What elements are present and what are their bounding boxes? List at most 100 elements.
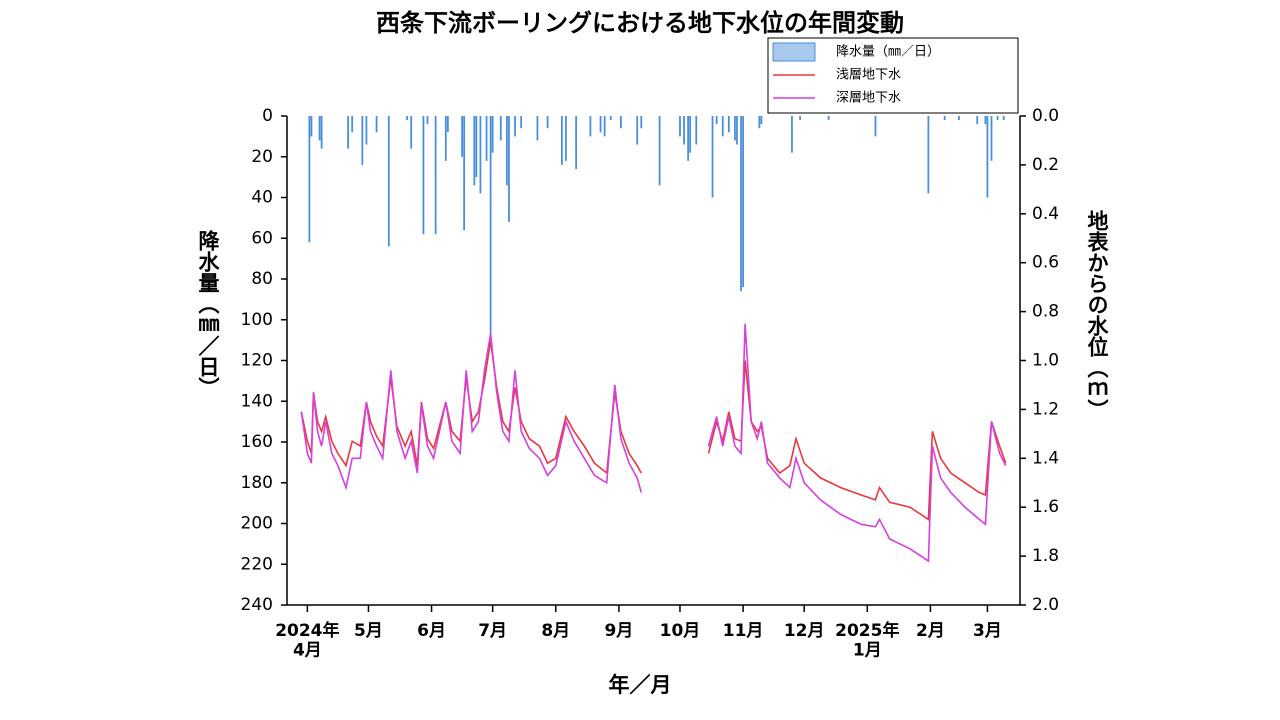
precip-bar	[365, 116, 368, 145]
precip-bar	[536, 116, 539, 141]
precip-bar	[986, 116, 989, 198]
precip-bar	[996, 116, 999, 121]
precip-bar	[1002, 116, 1005, 121]
precip-bar	[320, 116, 323, 149]
precip-bar	[499, 116, 502, 141]
y-tick-label: 80	[251, 269, 273, 289]
y-tick-label: 240	[241, 595, 273, 615]
precip-bar	[984, 116, 987, 125]
precip-bar	[434, 116, 437, 235]
x-tick-label: 12月	[784, 621, 825, 641]
x-axis-label: 年／月	[609, 673, 672, 697]
water-level-line	[300, 323, 1007, 563]
precip-bar	[514, 116, 516, 137]
precip-bar	[927, 116, 930, 194]
precip-bar	[736, 116, 738, 145]
x-tick-label: 10月	[660, 621, 701, 641]
y-tick-label: 180	[241, 473, 273, 493]
y2-tick-label: 1.2	[1032, 399, 1059, 419]
legend-swatch	[772, 42, 816, 62]
precip-bar	[426, 116, 429, 125]
y-tick-label: 60	[251, 228, 273, 248]
precip-bar	[546, 116, 549, 129]
precip-bar	[742, 116, 744, 288]
precip-bar	[387, 116, 390, 247]
precip-bar	[461, 116, 464, 157]
precip-bar	[463, 116, 466, 231]
x-tick-label: 6月	[417, 621, 446, 641]
y2-tick-label: 0.0	[1032, 106, 1059, 126]
precip-bar	[475, 116, 478, 178]
precip-bar	[575, 116, 578, 169]
precip-bar	[760, 116, 763, 125]
precip-bar	[874, 116, 877, 137]
precip-bar	[609, 116, 612, 121]
y2-tick-label: 0.4	[1032, 204, 1059, 224]
precip-bar	[758, 116, 761, 129]
precip-bar	[599, 116, 602, 133]
precip-bar	[603, 116, 606, 137]
precip-bar	[444, 116, 447, 161]
precip-bar	[640, 116, 643, 129]
precip-bar	[410, 116, 413, 149]
precip-bar	[943, 116, 946, 121]
precip-bar	[687, 116, 690, 161]
water-level-line	[300, 340, 1007, 521]
precip-bar	[689, 116, 692, 153]
precip-bar	[406, 116, 409, 121]
x-tick-label: 7月	[478, 621, 507, 641]
precip-bar	[695, 116, 698, 145]
x-tick-label: 2024年 4月	[275, 620, 339, 661]
y2-tick-label: 0.8	[1032, 302, 1059, 322]
precip-bar	[489, 116, 492, 337]
y-tick-label: 40	[251, 188, 273, 208]
precip-bar	[636, 116, 639, 145]
y2-tick-label: 1.8	[1032, 546, 1059, 566]
y-tick-label: 120	[241, 351, 273, 371]
precip-bar	[565, 116, 567, 161]
precip-bar	[506, 116, 508, 186]
precip-bar	[721, 116, 724, 137]
precip-bar	[347, 116, 349, 149]
y2-tick-label: 1.0	[1032, 351, 1059, 371]
precip-bar	[473, 116, 476, 186]
precip-bar	[351, 116, 354, 133]
precip-bar	[679, 116, 681, 137]
precip-bar	[491, 116, 494, 153]
precip-bar	[734, 116, 736, 141]
y2-tick-label: 0.6	[1032, 253, 1059, 273]
precip-bar	[361, 116, 364, 165]
x-tick-label: 3月	[973, 621, 1002, 641]
y-tick-label: 140	[241, 391, 273, 411]
y-tick-label: 0	[262, 106, 273, 126]
y-tick-label: 220	[241, 554, 273, 574]
precip-bar	[446, 116, 449, 133]
x-tick-label: 9月	[604, 621, 633, 641]
precip-bar	[990, 116, 993, 161]
precip-bar	[422, 116, 425, 235]
precip-bar	[308, 116, 311, 243]
precip-bar	[318, 116, 321, 141]
y-tick-label: 160	[241, 432, 273, 452]
precip-bar	[740, 116, 742, 292]
precip-bar	[560, 116, 563, 165]
precip-bar	[711, 116, 714, 198]
y-axis-label: 降水量（㎜／日）	[196, 229, 220, 398]
precip-bar	[310, 116, 313, 137]
x-tick-label: 5月	[354, 621, 383, 641]
y2-tick-label: 1.4	[1032, 448, 1059, 468]
legend-label: 降水量（㎜／日）	[836, 45, 940, 60]
y-tick-label: 200	[241, 514, 273, 534]
y2-tick-label: 2.0	[1032, 595, 1059, 615]
x-tick-label: 2025年 1月	[835, 620, 899, 661]
y2-tick-label: 1.6	[1032, 497, 1059, 517]
precip-bar	[520, 116, 523, 129]
precip-bar	[976, 116, 979, 125]
precip-bar	[658, 116, 661, 186]
precip-bar	[479, 116, 482, 194]
y2-tick-label: 0.2	[1032, 155, 1059, 175]
precip-bar	[727, 116, 730, 133]
precip-bar	[683, 116, 685, 145]
precip-bar	[827, 116, 830, 121]
